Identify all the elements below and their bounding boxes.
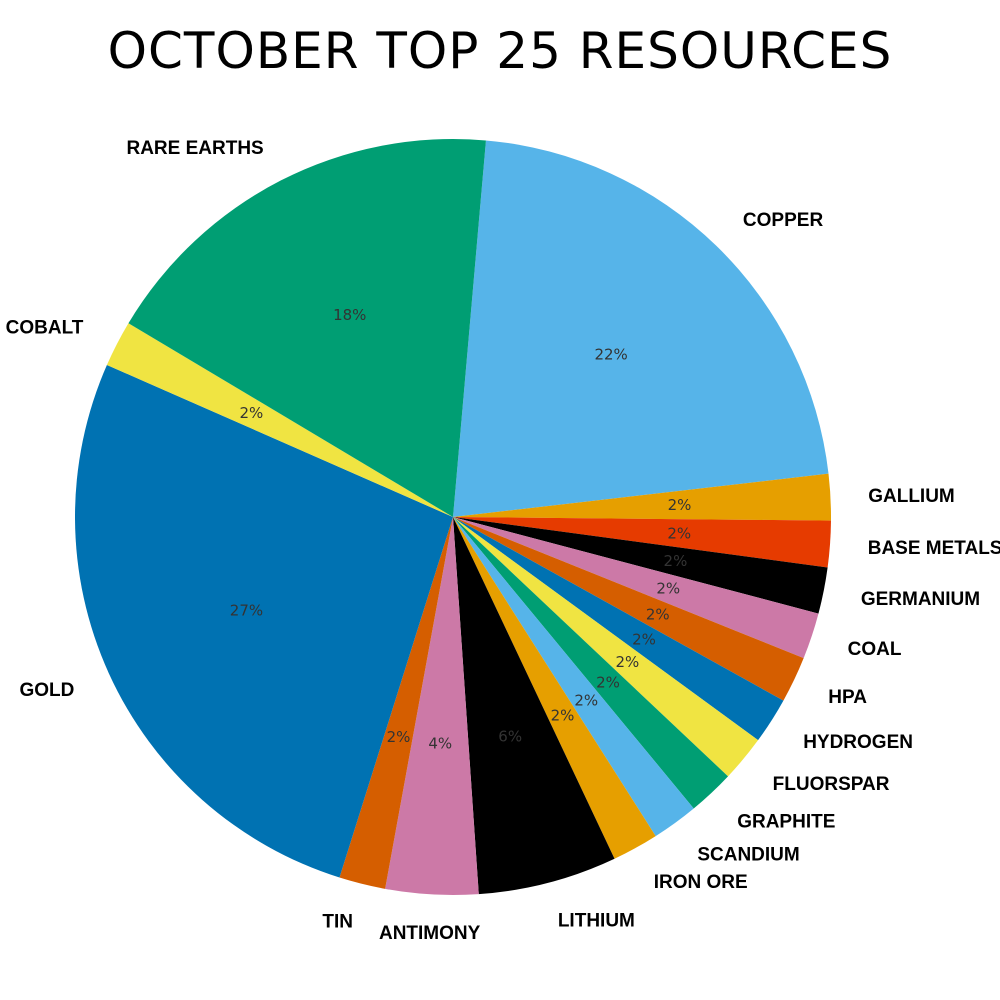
pie-category-labels: COPPER GALLIUM BASE METALS GERMANIUM COAL HPA… <box>6 138 1000 944</box>
pct-label-hydrogen: 2% <box>632 630 656 648</box>
pie-slice-base-metals <box>453 517 831 568</box>
pct-label-coal: 2% <box>656 579 680 597</box>
category-label-cobalt: COBALT <box>6 317 84 338</box>
category-label-germanium: GERMANIUM <box>861 589 980 610</box>
pie-slice-hydrogen <box>453 517 784 741</box>
pie-slice-copper <box>453 140 829 517</box>
pie-percent-labels: 22%2%2%2%2%2%2%2%2%2%2%6%4%2%27%2%18% <box>230 306 692 752</box>
chart-title: OCTOBER TOP 25 RESOURCES <box>107 22 893 80</box>
category-label-fluorspar: FLUORSPAR <box>773 774 890 795</box>
pie-slice-rare-earths <box>128 138 486 517</box>
pie-slice-coal <box>453 517 819 659</box>
pct-label-rare-earths: 18% <box>333 306 366 324</box>
category-label-coal: COAL <box>848 639 902 660</box>
pct-label-tin: 2% <box>387 728 411 746</box>
pie-slice-cobalt <box>106 323 453 517</box>
pct-label-lithium: 6% <box>498 727 522 745</box>
pct-label-gold: 27% <box>230 602 263 620</box>
category-label-rare-earths: RARE EARTHS <box>126 138 263 159</box>
category-label-copper: COPPER <box>743 210 824 231</box>
pct-label-cobalt: 2% <box>240 404 264 422</box>
pct-label-gallium: 2% <box>668 496 692 514</box>
pct-label-hpa: 2% <box>646 606 670 624</box>
pie-slice-gold <box>74 364 453 878</box>
pie-slice-scandium <box>453 517 694 837</box>
pie-slice-germanium <box>453 517 828 614</box>
category-label-gallium: GALLIUM <box>868 486 955 507</box>
pie-slices <box>74 138 831 895</box>
pct-label-scandium: 2% <box>574 692 598 710</box>
category-label-base-metals: BASE METALS <box>868 538 1000 559</box>
category-label-hydrogen: HYDROGEN <box>803 732 913 753</box>
pie-slice-graphite <box>453 517 729 809</box>
pct-label-germanium: 2% <box>664 552 688 570</box>
category-label-lithium: LITHIUM <box>558 910 635 931</box>
pct-label-fluorspar: 2% <box>615 653 639 671</box>
pie-slice-lithium <box>453 517 615 895</box>
pct-label-copper: 22% <box>594 345 627 363</box>
pie-slice-antimony <box>385 517 479 895</box>
category-label-antimony: ANTIMONY <box>379 923 481 944</box>
category-label-iron-ore: IRON ORE <box>654 872 748 893</box>
pct-label-antimony: 4% <box>428 734 452 752</box>
pct-label-base-metals: 2% <box>667 524 691 542</box>
category-label-graphite: GRAPHITE <box>737 812 835 833</box>
category-label-hpa: HPA <box>828 687 867 708</box>
pie-slice-iron-ore <box>453 517 656 859</box>
pie-slice-fluorspar <box>453 517 759 777</box>
category-label-tin: TIN <box>322 912 353 933</box>
category-label-gold: GOLD <box>19 680 74 701</box>
category-label-scandium: SCANDIUM <box>697 844 799 865</box>
pie-slice-tin <box>339 517 453 889</box>
pct-label-iron-ore: 2% <box>551 707 575 725</box>
pie-slice-gallium <box>453 473 831 521</box>
pct-label-graphite: 2% <box>596 674 620 692</box>
pie-slice-hpa <box>453 517 804 701</box>
